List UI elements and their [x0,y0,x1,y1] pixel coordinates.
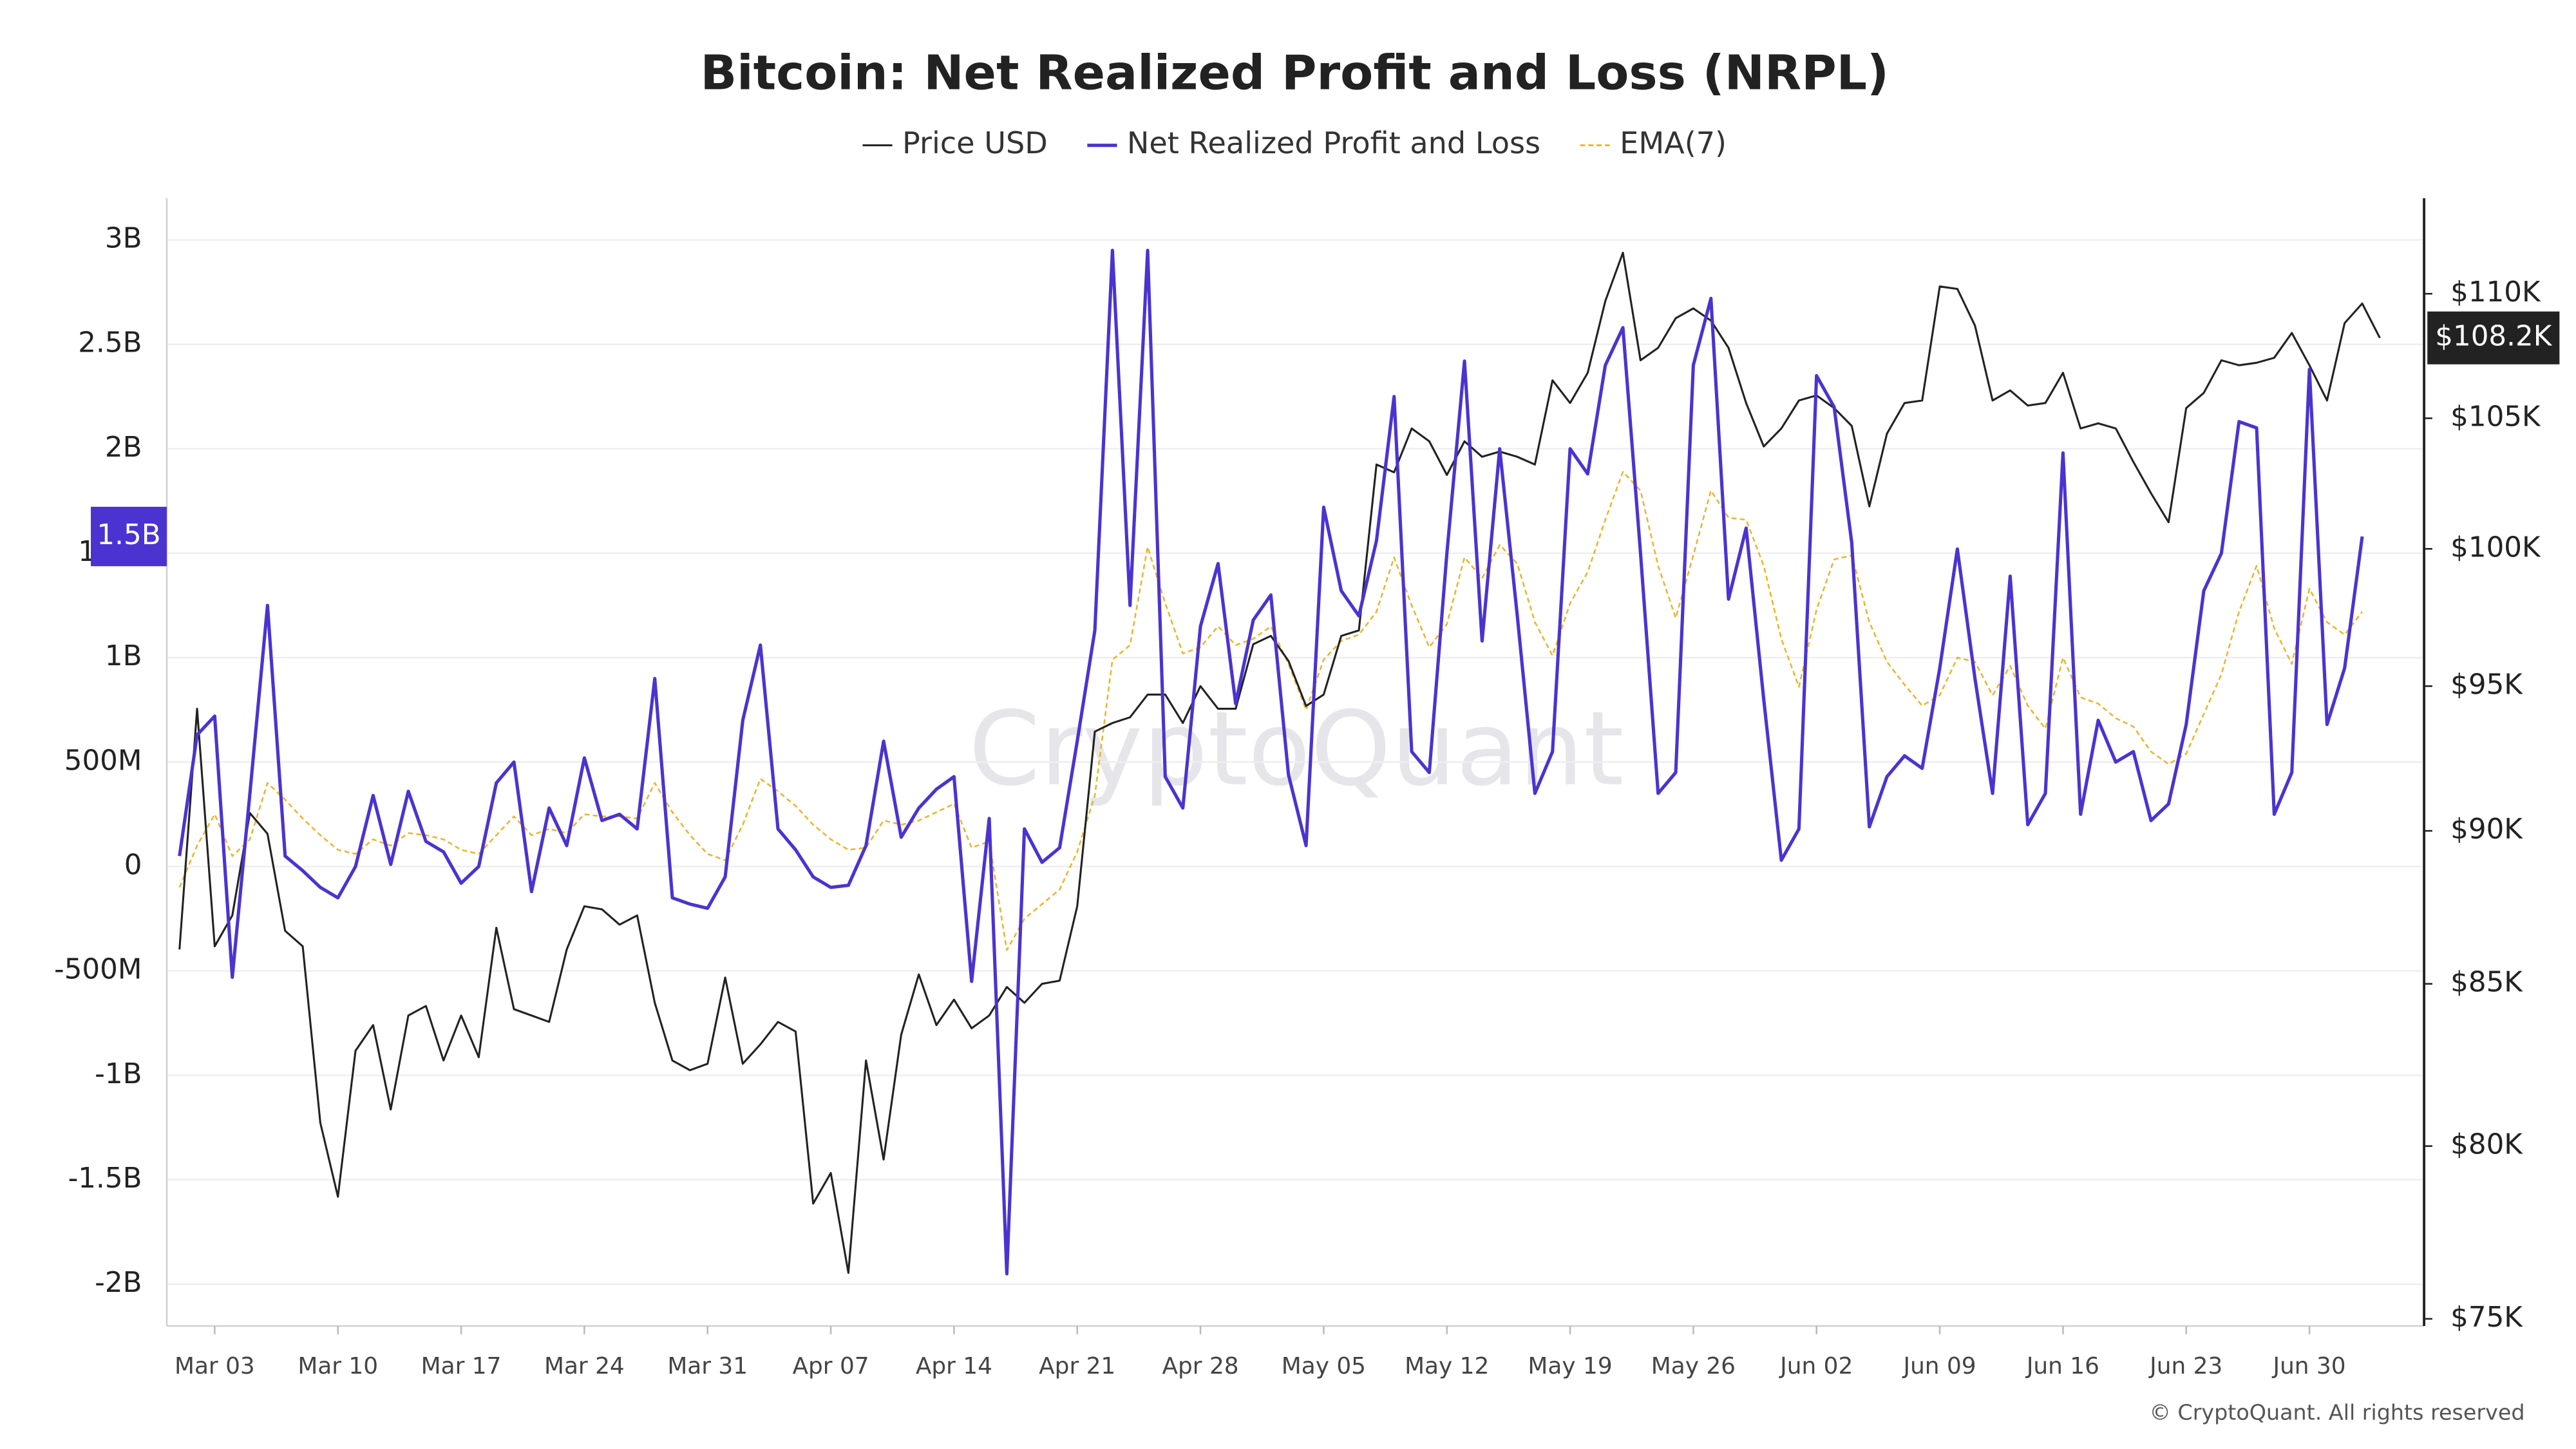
x-tick-label: May 12 [1405,1353,1489,1379]
x-tick-label: May 05 [1282,1353,1366,1379]
y-tick-label: 2B [105,431,142,464]
x-tick-label: Mar 03 [175,1353,255,1379]
y-tick-label: -1B [95,1058,142,1090]
y-tick-label: 1B [105,640,142,672]
y2-tick-label: $95K [2450,668,2523,701]
last-value-label: $108.2K [2435,321,2552,353]
series-line [178,251,2381,1274]
y-tick-label: 0 [124,849,142,881]
x-tick-label: Mar 10 [298,1353,378,1379]
y2-tick-label: $75K [2450,1302,2523,1334]
legend: Price USD Net Realized Profit and Loss EMA… [862,126,1727,160]
x-tick-label: Mar 24 [544,1353,625,1379]
x-tick-label: Jun 23 [2148,1353,2222,1379]
x-tick-label: Apr 14 [916,1353,992,1379]
series-line [178,249,2364,1276]
legend-label: EMA(7) [1620,126,1727,160]
y-tick-label: -1.5B [68,1162,142,1195]
series-line [178,471,2363,951]
y-tick-label: 3B [105,223,142,255]
x-tick-label: Jun 16 [2025,1353,2099,1379]
y2-tick-label: $85K [2450,967,2523,999]
y-tick-label: 500M [64,744,142,777]
y-tick-label: -500M [54,954,142,986]
copyright: © CryptoQuant. All rights reserved [2150,1399,2525,1425]
x-tick-label: Jun 02 [1779,1353,1853,1379]
x-tick-label: Jun 09 [1902,1353,1976,1379]
x-tick-label: Apr 28 [1162,1353,1238,1379]
watermark: CryptoQuant [969,690,1624,809]
x-tick-label: May 19 [1528,1353,1612,1379]
y-tick-label: -2B [95,1267,142,1299]
last-value-box [2427,311,2560,365]
y2-tick-label: $105K [2450,401,2541,433]
last-value-box [91,506,167,567]
y-tick-label: 2.5B [78,327,142,359]
y2-tick-label: $90K [2450,813,2523,846]
x-tick-label: Apr 07 [792,1353,869,1379]
y2-tick-label: $110K [2450,276,2541,308]
legend-label: Net Realized Profit and Loss [1127,126,1540,160]
y2-tick-label: $80K [2450,1129,2523,1161]
last-value-label: 1.5B [97,519,160,551]
x-tick-label: May 26 [1651,1353,1736,1379]
legend-label: Price USD [902,126,1048,160]
y2-tick-label: $100K [2450,531,2541,564]
x-tick-label: Mar 17 [421,1353,502,1379]
x-tick-label: Apr 21 [1039,1353,1115,1379]
chart-title: Bitcoin: Net Realized Profit and Loss (N… [700,44,1889,100]
x-tick-label: Jun 30 [2271,1353,2345,1379]
x-tick-label: Mar 31 [667,1353,748,1379]
